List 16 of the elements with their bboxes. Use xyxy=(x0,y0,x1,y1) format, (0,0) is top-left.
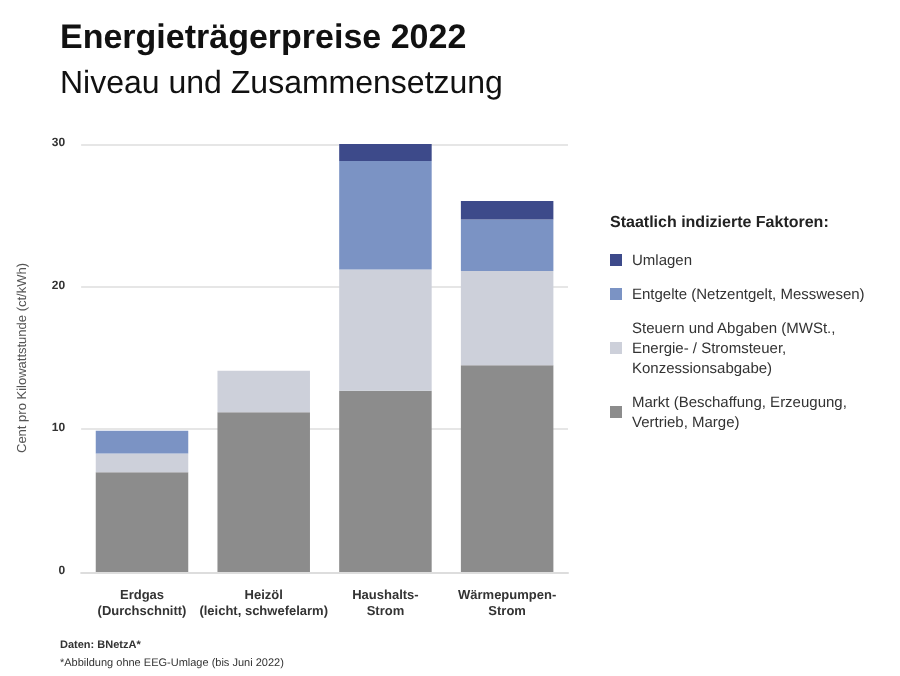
bar xyxy=(95,430,189,454)
bar xyxy=(339,161,432,270)
bar xyxy=(339,390,432,572)
legend-title: Staatlich indizierte Faktoren: xyxy=(610,213,829,231)
bar xyxy=(339,144,432,162)
bar xyxy=(95,472,189,572)
bar xyxy=(460,219,554,271)
bar xyxy=(460,270,554,366)
bar xyxy=(460,365,554,572)
bar xyxy=(217,370,310,413)
bar xyxy=(339,269,432,391)
bar xyxy=(217,412,310,572)
chart-title: Energieträgerpreise 2022 xyxy=(60,18,467,56)
chart-subtitle: Niveau und Zusammensetzung xyxy=(60,67,503,101)
bar xyxy=(95,453,189,473)
bar xyxy=(460,201,554,220)
